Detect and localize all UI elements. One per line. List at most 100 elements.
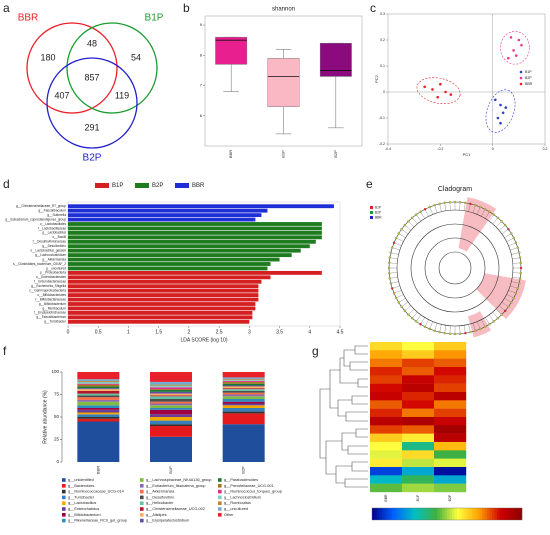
- bar-segment: [150, 409, 192, 415]
- colorbar-step: [372, 508, 375, 520]
- point: [504, 106, 508, 109]
- colorbar-frame: [371, 507, 523, 521]
- point: [436, 95, 440, 99]
- clade-branch: [444, 325, 447, 334]
- bar-segment: [222, 408, 265, 412]
- bar: [68, 230, 322, 235]
- heat-cell: [370, 475, 403, 484]
- bar-segment: [222, 396, 265, 399]
- bar-segment: [150, 389, 192, 390]
- heat-cell: [370, 383, 403, 393]
- bar-segment: [77, 412, 120, 415]
- x-tick-label: -0.2: [437, 147, 443, 151]
- legend-swatch: [218, 478, 222, 482]
- colorbar-step: [399, 508, 403, 520]
- legend-label: B1P: [525, 70, 532, 74]
- x-tick-label: 4: [308, 329, 311, 335]
- bar-segment: [222, 389, 265, 391]
- set-label: B2P: [83, 153, 102, 164]
- clade-branch: [488, 214, 494, 222]
- bar-segment: [150, 405, 192, 408]
- clade-node: [394, 296, 398, 300]
- clade-branch: [495, 221, 502, 228]
- colorbar-step: [459, 508, 463, 520]
- bar-segment: [150, 390, 192, 392]
- bar-segment: [222, 388, 265, 390]
- category-label: o__Enterobacteriales: [36, 275, 67, 279]
- bar-segment: [222, 392, 265, 395]
- x-axis-label: LDA SCORE (log 10): [181, 337, 228, 343]
- legend-label: B2P: [152, 183, 163, 189]
- category-label: p__Proteobacteria: [40, 271, 66, 275]
- set-label: B1P: [145, 13, 164, 24]
- clade-ring: [424, 237, 486, 299]
- bar-segment: [77, 401, 120, 406]
- clade-branch: [429, 206, 433, 215]
- clade-node: [419, 323, 422, 326]
- colorbar-step: [374, 508, 378, 520]
- x-tick-label: 0: [67, 329, 70, 335]
- legend-label: BBR: [375, 215, 382, 219]
- clade-branch: [449, 202, 451, 211]
- panel-label: c: [370, 1, 376, 15]
- bar: [68, 302, 256, 306]
- legend-label: g__Turicibacter: [68, 495, 95, 499]
- bar-segment: [150, 391, 192, 394]
- box: [267, 58, 300, 107]
- heat-cell: [402, 408, 435, 418]
- bar-segment: [77, 383, 120, 385]
- clade-branch: [444, 202, 447, 211]
- category-label: g__Christensenellaceae_R7_group: [16, 204, 66, 208]
- heat-cell: [370, 442, 403, 451]
- legend-label: g__Lachnospiraceae_NK4A136_group: [146, 478, 211, 482]
- clade-branch: [389, 257, 398, 260]
- clade-branch: [404, 305, 411, 311]
- legend-swatch: [62, 478, 66, 482]
- y-axis-label: PC2: [374, 74, 379, 83]
- heat-cell: [434, 358, 467, 368]
- clade-node: [500, 220, 503, 223]
- column-label: B2P: [448, 494, 452, 501]
- y-tick-label: 25: [54, 437, 60, 442]
- bar-segment: [150, 393, 192, 396]
- point: [512, 49, 515, 52]
- heat-cell: [402, 442, 435, 451]
- clade-node: [391, 246, 394, 249]
- bar: [68, 315, 253, 320]
- category-label: f__Bifidobacteriaceae: [35, 297, 66, 301]
- bar: [68, 213, 262, 218]
- category-label: g__Bifidobacterium: [39, 302, 67, 306]
- legend-swatch: [140, 518, 144, 523]
- region-count: 48: [87, 38, 97, 48]
- bar-segment: [222, 380, 265, 381]
- clade-branch: [412, 312, 418, 319]
- heat-cell: [402, 367, 435, 376]
- clade-branch: [501, 301, 509, 307]
- legend-swatch: [140, 478, 144, 482]
- colorbar-step: [427, 508, 430, 520]
- legend-swatch: [370, 216, 373, 219]
- y-tick-label: 0.2: [380, 38, 385, 42]
- category-label: g__Eubacterium_coprostanoligenes_group: [5, 217, 66, 221]
- heat-cell: [370, 433, 403, 443]
- heat-cell: [402, 433, 435, 443]
- clade-node: [397, 232, 400, 235]
- bar-segment: [150, 426, 192, 437]
- column-label: B1P: [416, 494, 420, 501]
- clade-node: [514, 241, 518, 244]
- clade-branch: [396, 237, 404, 242]
- point: [509, 36, 513, 39]
- y-tick-label: 0: [383, 90, 385, 94]
- colorbar-step: [377, 508, 380, 520]
- bar: [68, 226, 322, 231]
- heat-cell: [434, 400, 467, 409]
- colorbar-step: [507, 508, 510, 520]
- legend-label: g__unidentified: [68, 478, 94, 482]
- heat-cell: [370, 458, 403, 468]
- legend-marker: [519, 82, 523, 86]
- clade-node: [389, 282, 393, 285]
- legend-label: BBR: [525, 82, 533, 86]
- heat-cell: [370, 392, 403, 401]
- y-tick-label: 75: [54, 392, 60, 397]
- colorbar-step: [402, 508, 405, 520]
